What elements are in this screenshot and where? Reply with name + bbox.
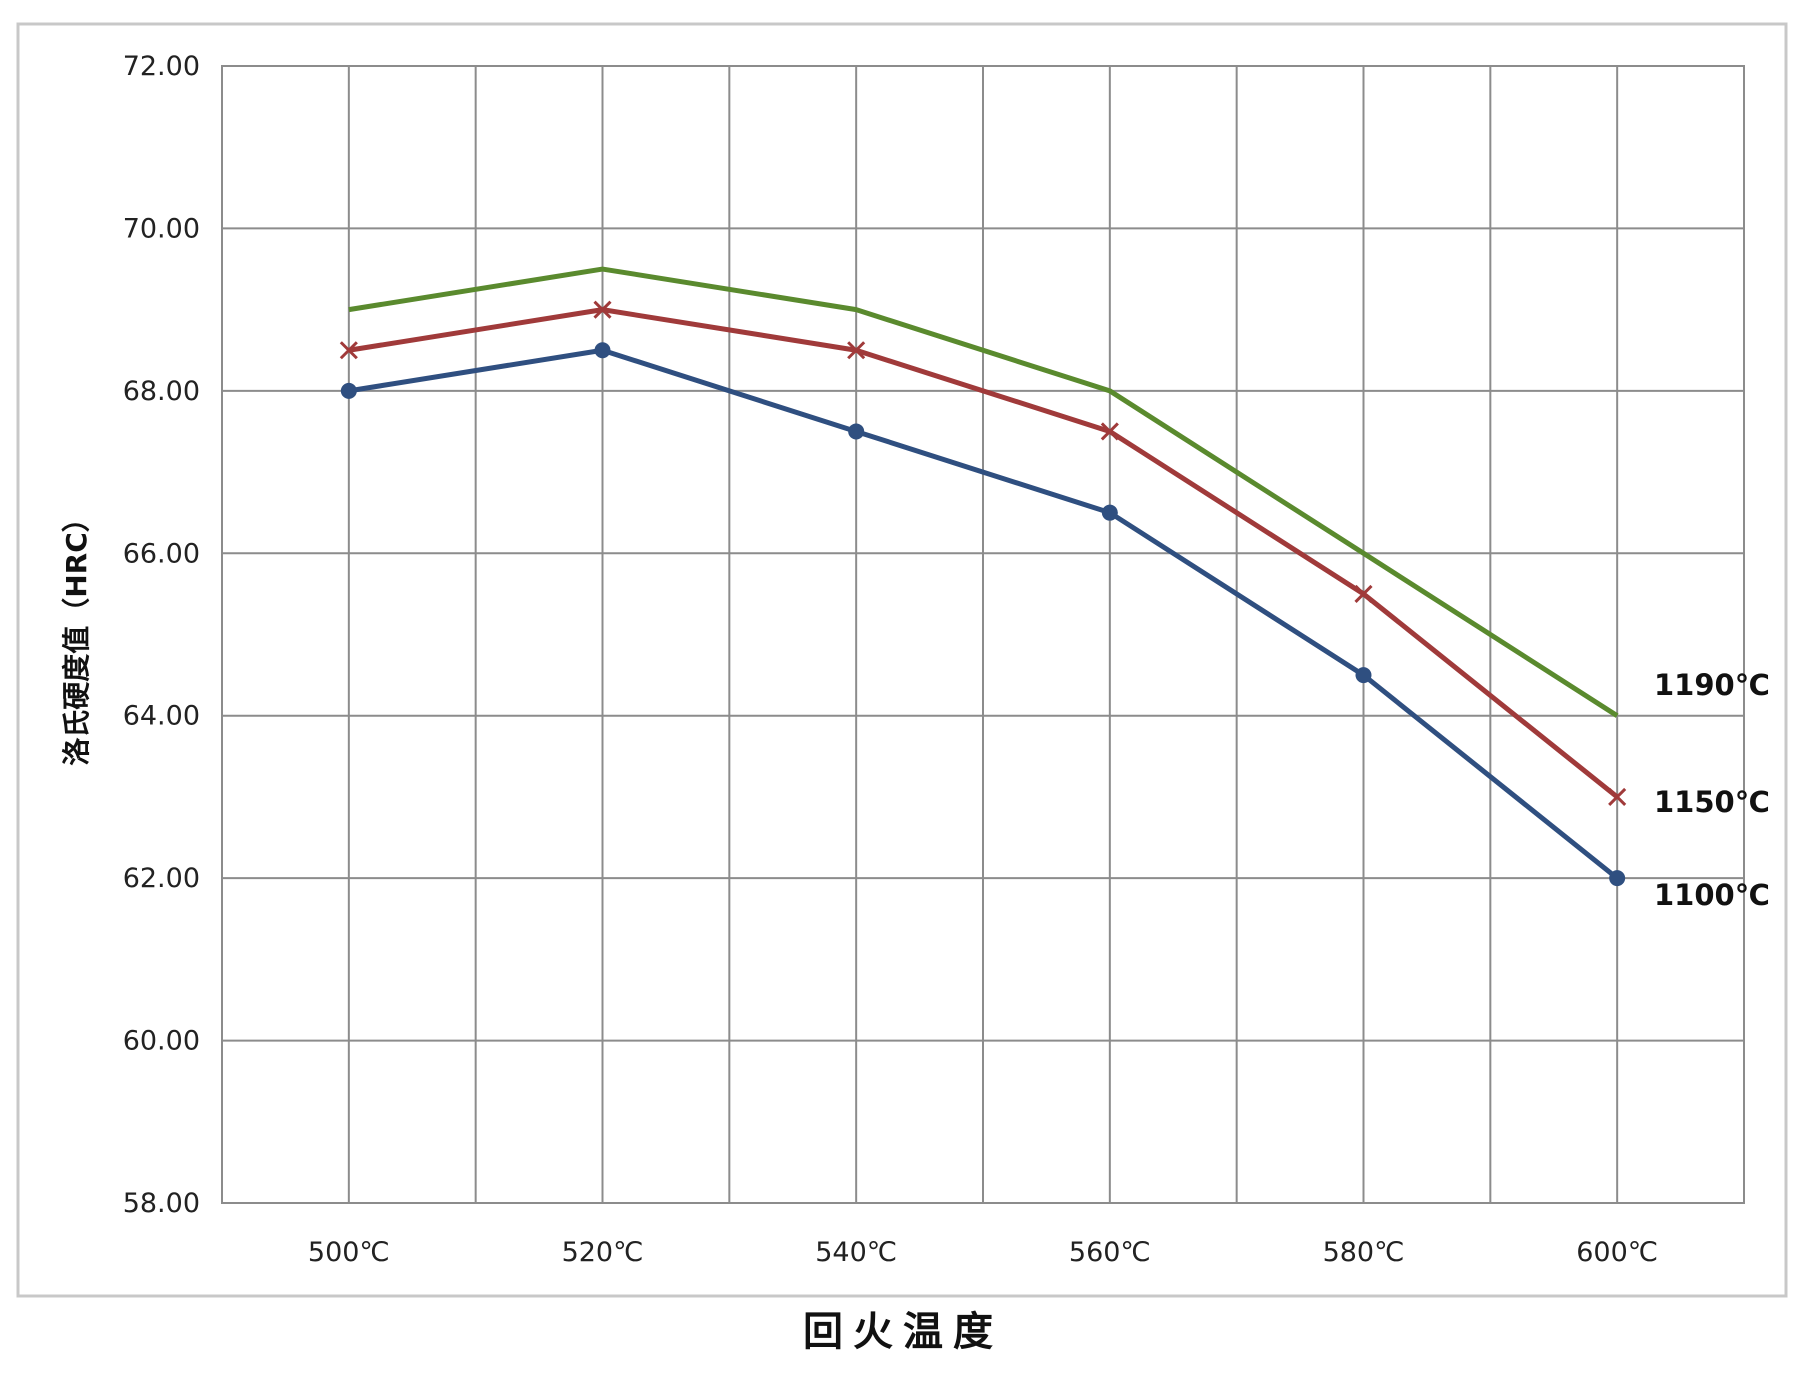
series-layer (339, 266, 1627, 887)
data-point (1100, 422, 1119, 441)
series-line (348, 307, 1619, 799)
data-point (594, 342, 611, 359)
series-label: 1100℃ (1654, 878, 1770, 912)
data-point (847, 341, 866, 360)
x-tick-label: 540℃ (815, 1237, 897, 1268)
data-point (1101, 504, 1118, 521)
series-label: 1190℃ (1654, 668, 1770, 702)
x-tick-label: 580℃ (1323, 1237, 1405, 1268)
data-point (1608, 787, 1627, 806)
y-axis-title: 洛氏硬度值（HRC） (60, 504, 93, 766)
series-0 (348, 266, 1619, 718)
grid (222, 65, 1744, 1204)
x-tick-label: 500℃ (308, 1237, 390, 1268)
x-tick-label: 600℃ (1576, 1237, 1658, 1268)
series-2 (340, 342, 1626, 887)
y-tick-label: 66.00 (123, 538, 200, 569)
y-tick-label: 70.00 (123, 213, 200, 244)
data-point (340, 382, 357, 399)
data-point (339, 341, 358, 360)
y-tick-label: 62.00 (123, 863, 200, 894)
data-point (1354, 584, 1373, 603)
x-tick-label: 560℃ (1069, 1237, 1151, 1268)
series-1 (339, 300, 1627, 806)
y-tick-label: 64.00 (123, 701, 200, 732)
y-tick-label: 60.00 (123, 1026, 200, 1057)
data-point (848, 423, 865, 440)
data-point (1609, 870, 1626, 887)
data-point (593, 300, 612, 319)
series-line (348, 347, 1619, 881)
y-tick-label: 68.00 (123, 376, 200, 407)
series-label: 1150℃ (1654, 785, 1770, 819)
x-axis-title: 回火温度 (803, 1309, 1003, 1355)
series-labels: 1190℃ 1150℃ 1100℃ (1654, 668, 1770, 912)
series-line (348, 266, 1619, 718)
data-point (1355, 667, 1372, 684)
y-tick-label: 72.00 (123, 51, 200, 82)
y-axis-ticks: 58.00 60.00 62.00 64.00 66.00 68.00 70.00 72.00 (123, 51, 200, 1219)
x-tick-label: 520℃ (562, 1237, 644, 1268)
y-tick-label: 58.00 (123, 1188, 200, 1219)
x-axis-ticks: 500℃ 520℃ 540℃ 560℃ 580℃ 600℃ (308, 1237, 1658, 1268)
